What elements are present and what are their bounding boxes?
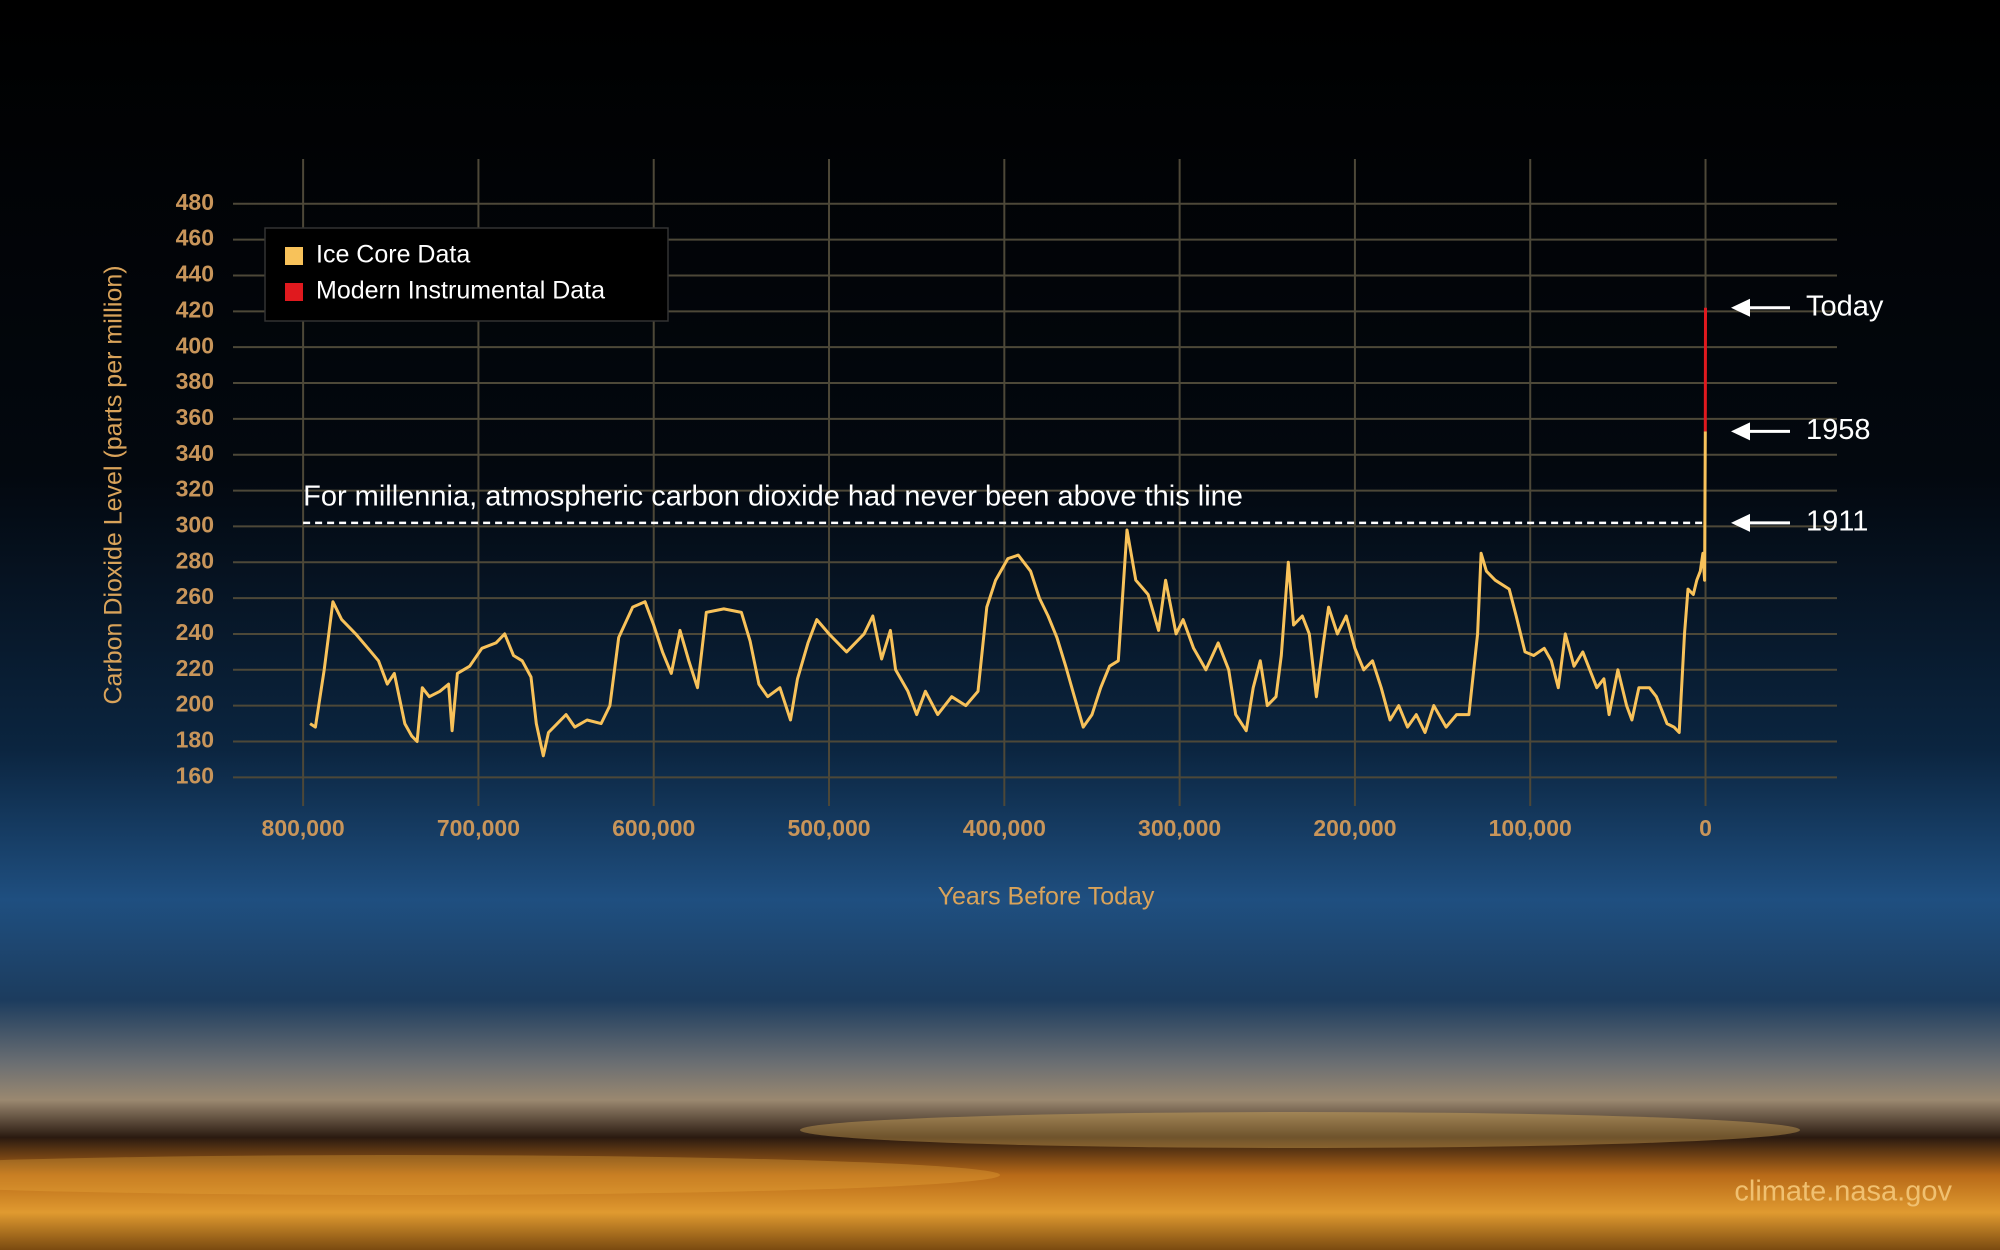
y-tick-label: 380: [176, 368, 214, 394]
y-tick-label: 220: [176, 655, 214, 681]
x-axis-label: Years Before Today: [938, 883, 1155, 911]
x-tick-label: 0: [1699, 815, 1712, 841]
x-tick-label: 600,000: [612, 815, 695, 841]
y-tick-label: 480: [176, 189, 214, 215]
x-tick-label: 400,000: [963, 815, 1046, 841]
annotation-arrowhead: [1731, 298, 1750, 317]
grid: [233, 159, 1837, 806]
annotation-label: Today: [1806, 290, 1884, 322]
x-tick-label: 800,000: [262, 815, 345, 841]
legend-swatch: [285, 283, 303, 301]
y-axis-label: Carbon Dioxide Level (parts per million): [100, 265, 128, 704]
cloud-glow: [0, 1155, 1000, 1195]
y-tick-label: 280: [176, 547, 214, 573]
y-tick-label: 180: [176, 727, 214, 753]
y-tick-label: 440: [176, 261, 214, 287]
y-tick-label: 400: [176, 332, 214, 358]
y-tick-label: 340: [176, 440, 214, 466]
legend-box: [264, 227, 669, 322]
y-tick-label: 320: [176, 476, 214, 502]
x-tick-label: 700,000: [437, 815, 520, 841]
x-tick-label: 500,000: [787, 815, 870, 841]
legend-swatch: [285, 247, 303, 265]
annotation-arrowhead: [1731, 422, 1750, 441]
annotation-label: 1911: [1806, 505, 1868, 537]
x-tick-label: 300,000: [1138, 815, 1221, 841]
plot: For millennia, atmospheric carbon dioxid…: [303, 307, 1707, 758]
x-tick-label: 200,000: [1313, 815, 1396, 841]
y-tick-label: 300: [176, 511, 214, 537]
cloud-glow: [800, 1112, 1800, 1148]
data-line: [309, 431, 1707, 758]
legend-label: Modern Instrumental Data: [316, 277, 605, 305]
x-tick-label: 100,000: [1489, 815, 1572, 841]
annotation-label: 1958: [1806, 414, 1871, 446]
credit: climate.nasa.gov: [1734, 1176, 1952, 1208]
y-tick-label: 420: [176, 296, 214, 322]
y-tick-label: 160: [176, 762, 214, 788]
y-tick-label: 360: [176, 404, 214, 430]
legend-label: Ice Core Data: [316, 241, 470, 269]
annotation-arrowhead: [1731, 513, 1750, 532]
y-tick-label: 260: [176, 583, 214, 609]
y-tick-label: 460: [176, 225, 214, 251]
y-tick-label: 240: [176, 619, 214, 645]
y-tick-label: 200: [176, 691, 214, 717]
reference-text: For millennia, atmospheric carbon dioxid…: [303, 480, 1243, 512]
